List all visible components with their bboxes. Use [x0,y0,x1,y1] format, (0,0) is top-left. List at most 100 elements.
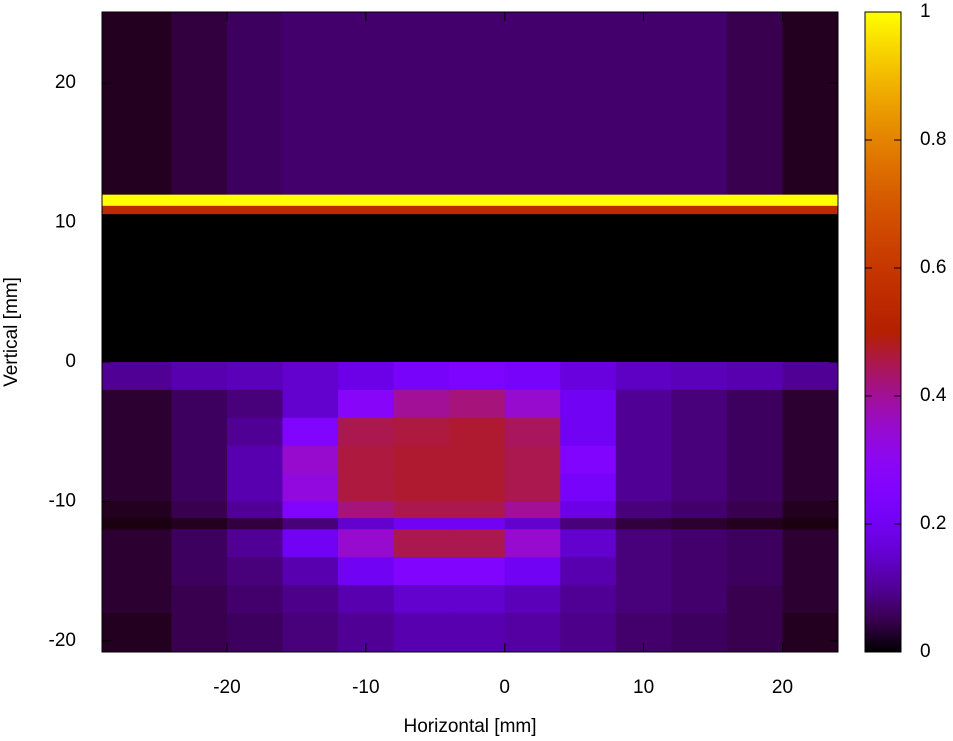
y-tick-label: 20 [55,72,76,93]
heatmap-cell [171,585,228,614]
heatmap-cell [226,557,284,586]
heatmap-cell [560,501,617,519]
heatmap-cell [782,12,839,196]
heatmap-cell [282,445,339,475]
heatmap-cell [560,417,617,447]
heatmap-cell [615,389,672,419]
heatmap-cell [504,361,561,391]
heatmap-cell [615,194,672,207]
heatmap-cell [338,501,395,519]
heatmap-cell [282,473,339,502]
heatmap-cell [282,417,339,447]
heatmap-cell [171,214,228,363]
heatmap-cell [504,389,561,419]
heatmap-cell [102,518,172,530]
heatmap-cell [171,501,228,519]
heatmap-cell [449,361,506,391]
heatmap-cell [282,529,339,558]
heatmap-cell [226,361,284,391]
heatmap-cell [560,445,617,475]
heatmap-cell [782,473,839,502]
heatmap-cell [504,518,561,530]
colorbar-tick-label: 0 [920,641,931,662]
heatmap-cell [782,518,839,530]
heatmap-cell [338,518,395,530]
heatmap-cell [226,529,284,558]
heatmap-cell [782,557,839,586]
heatmap-cell [171,445,228,475]
heatmap-cell [504,194,561,207]
heatmap-cell [504,585,561,614]
heatmap-cell [671,557,728,586]
heatmap-cell [393,12,450,196]
heatmap-cell [560,585,617,614]
heatmap-cell [338,12,395,196]
heatmap-cell [226,214,284,363]
heatmap-cell [393,205,450,215]
heatmap-cell [726,585,783,614]
heatmap-cell [102,214,172,363]
heatmap-cell [671,417,728,447]
heatmap-cell [226,473,284,502]
x-tick-label: -10 [352,677,379,698]
heatmap-cell [782,612,839,653]
heatmap-cell [171,529,228,558]
heatmap-cell [671,214,728,363]
heatmap-cell [615,557,672,586]
heatmap-cell [282,585,339,614]
heatmap-cell [171,205,228,215]
heatmap-cell [226,205,284,215]
heatmap-cell [671,389,728,419]
heatmap-cell [338,361,395,391]
heatmap-cell [393,194,450,207]
heatmap-cell [560,612,617,653]
heatmap-cell [671,501,728,519]
heatmap-cell [393,445,450,475]
heatmap-cell [726,417,783,447]
heatmap-cell [338,557,395,586]
heatmap-cell [393,557,450,586]
heatmap-cell [449,214,506,363]
heatmap-cell [171,389,228,419]
heatmap-cell [338,445,395,475]
heatmap-cell [560,12,617,196]
heatmap-cell [560,529,617,558]
heatmap-cell [102,205,172,215]
heatmap-cell [282,361,339,391]
heatmap-cell [226,12,284,196]
heatmap-cell [726,612,783,653]
heatmap-cell [338,194,395,207]
heatmap-cell [671,445,728,475]
x-tick-label: 10 [633,677,654,698]
heatmap-cell [338,417,395,447]
heatmap-cell [449,389,506,419]
heatmap-cell [671,518,728,530]
heatmap-cell [449,194,506,207]
heatmap-cell [615,12,672,196]
y-axis-label: Vertical [mm] [1,277,22,387]
heatmap-cell [393,214,450,363]
heatmap-cell [782,361,839,391]
heatmap-cell [504,417,561,447]
heatmap-cell [671,612,728,653]
heatmap-cell [102,361,172,391]
heatmap-cell [282,612,339,653]
heatmap-cell [615,501,672,519]
x-tick-label: 20 [772,677,793,698]
heatmap-cell [504,12,561,196]
heatmap-cell [726,529,783,558]
heatmap-cell [615,445,672,475]
colorbar [864,11,902,653]
heatmap-cell [171,473,228,502]
heatmap-cell [504,557,561,586]
heatmap-cell [726,445,783,475]
heatmap-cell [282,501,339,519]
heatmap-cell [102,585,172,614]
heatmap-cell [726,194,783,207]
heatmap-cell [560,205,617,215]
heatmap-cell [504,501,561,519]
heatmap-cell [560,389,617,419]
heatmap-cell [615,585,672,614]
heatmap-cell [282,389,339,419]
heatmap-cell [171,194,228,207]
